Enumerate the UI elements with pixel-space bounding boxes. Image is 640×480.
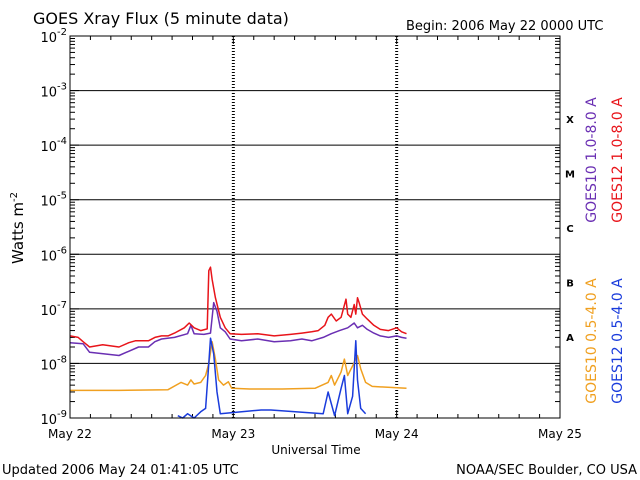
begin-label: Begin: 2006 May 22 0000 UTC: [406, 19, 603, 34]
flare-class-label: A: [566, 333, 574, 344]
y-tick-label-base: 10: [40, 140, 57, 155]
y-tick-label-base: 10: [40, 86, 57, 101]
y-tick-label-base: 10: [40, 304, 57, 319]
x-tick-label: May 23: [211, 427, 255, 441]
y-tick-label: 10-7: [40, 300, 67, 319]
y-tick-label-exponent: -7: [57, 300, 67, 311]
series-line: [69, 301, 407, 357]
flare-class-label: C: [566, 224, 573, 235]
y-tick-label-base: 10: [40, 413, 57, 428]
series-line: [69, 266, 407, 348]
flare-class-label: X: [566, 115, 574, 126]
x-axis-label: Universal Time: [271, 443, 360, 457]
y-tick-label: 10-9: [40, 409, 67, 428]
y-tick-label-exponent: -6: [57, 245, 67, 256]
axis-ticks: [69, 36, 561, 419]
series-line: [177, 337, 367, 419]
legend-entry: GOES10 1.0-8.0 A: [584, 97, 600, 223]
updated-timestamp: Updated 2006 May 24 01:41:05 UTC: [2, 463, 239, 478]
y-tick-label: 10-6: [40, 245, 67, 264]
chart-title: GOES Xray Flux (5 minute data): [33, 9, 289, 28]
y-tick-label: 10-8: [40, 354, 67, 373]
y-tick-label: 10-5: [40, 191, 67, 210]
legend-entry: GOES12 0.5-4.0 A: [610, 278, 626, 404]
x-tick-label: May 25: [538, 427, 582, 441]
flare-class-labels: X M C B A: [565, 115, 575, 344]
y-axis-label-exponent: -2: [9, 192, 20, 202]
y-tick-label-exponent: -9: [57, 409, 67, 420]
series-group: [69, 266, 407, 419]
y-tick-label-exponent: -8: [57, 354, 67, 365]
legend: GOES10 1.0-8.0 A GOES12 1.0-8.0 A GOES10 0…: [584, 97, 626, 404]
legend-label: GOES12 0.5-4.0 A: [610, 278, 626, 404]
y-tick-label-exponent: -4: [57, 136, 67, 147]
flare-class-label: M: [565, 169, 575, 180]
y-axis-label: Watts m-2: [9, 192, 27, 264]
flare-class-label: B: [566, 279, 574, 290]
grid: [70, 36, 560, 418]
y-axis-label-group: Watts m-2: [9, 192, 27, 264]
legend-entry: GOES10 0.5-4.0 A: [584, 278, 600, 404]
y-tick-label: 10-3: [40, 82, 67, 101]
y-tick-label-base: 10: [40, 249, 57, 264]
y-tick-label-exponent: -2: [57, 27, 67, 38]
y-tick-label: 10-4: [40, 136, 67, 155]
y-tick-labels: 10-210-310-410-510-610-710-810-9: [40, 27, 67, 428]
x-tick-label: May 24: [375, 427, 419, 441]
y-tick-label-exponent: -5: [57, 191, 67, 202]
series-line: [70, 340, 407, 392]
plot-frame: [69, 35, 561, 419]
y-tick-label-base: 10: [40, 358, 57, 373]
y-axis-label-text: Watts m: [9, 202, 27, 264]
y-tick-label-exponent: -3: [57, 82, 67, 93]
legend-entry: GOES12 1.0-8.0 A: [610, 97, 626, 223]
y-tick-label-base: 10: [40, 195, 57, 210]
legend-label: GOES10 1.0-8.0 A: [584, 97, 600, 223]
source-credit: NOAA/SEC Boulder, CO USA: [456, 463, 637, 478]
y-tick-label: 10-2: [40, 27, 67, 46]
x-tick-labels: May 22 May 23 May 24 May 25: [48, 427, 582, 441]
x-tick-label: May 22: [48, 427, 92, 441]
legend-label: GOES10 0.5-4.0 A: [584, 278, 600, 404]
y-tick-label-base: 10: [40, 31, 57, 46]
legend-label: GOES12 1.0-8.0 A: [610, 97, 626, 223]
